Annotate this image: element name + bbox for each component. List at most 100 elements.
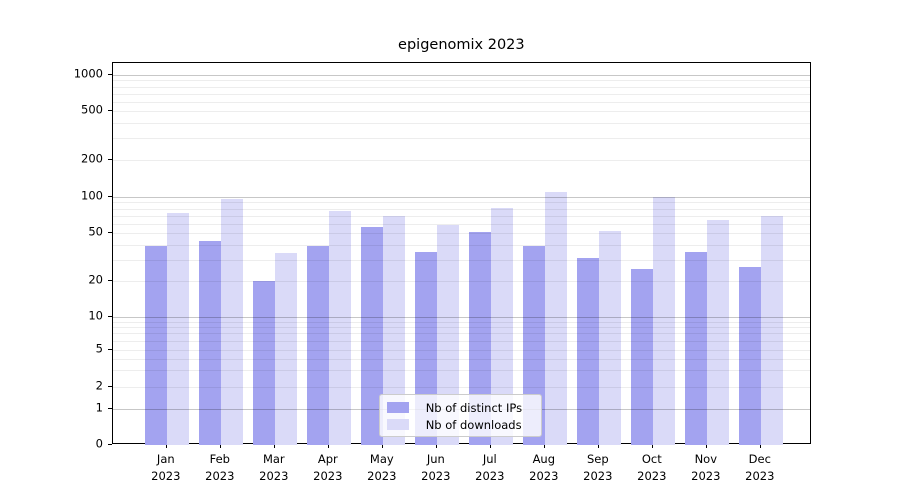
minor-gridline-600 [113,101,810,103]
minor-gridline-4 [113,358,810,360]
bar-distinct-ips-may [360,227,383,446]
minor-gridline-60 [113,223,810,225]
bar-distinct-ips-dec [738,267,761,446]
major-gridline-100 [113,196,810,198]
month-line: Dec [748,452,771,467]
year-line: 2023 [745,468,775,483]
legend-entry-1: Nb of downloads [386,416,533,433]
bar-downloads-oct [652,196,675,446]
y-tick-label-200: 200 [81,151,103,166]
bar-downloads-jan [166,212,189,446]
y-tick-label-2: 2 [95,378,103,393]
y-tick-0 [108,444,112,446]
month-line: Aug [532,452,556,467]
y-tick-2 [108,386,112,387]
y-tick-50 [108,232,112,234]
month-line: Sep [586,452,609,467]
bar-distinct-ips-mar [252,281,275,446]
y-tick-5 [108,348,112,350]
bar-downloads-aug [544,191,567,446]
bar-downloads-feb [220,198,243,446]
minor-gridline-400 [113,122,810,124]
year-line: 2023 [475,468,505,483]
month-line: May [369,452,394,467]
x-tick-label-nov: Nov 2023 [691,451,720,484]
minor-gridline-300 [113,138,810,140]
month-line: Jan [156,452,175,467]
x-tick-dec [759,444,761,449]
bar-downloads-jul [490,207,513,446]
x-tick-jul [489,444,491,449]
year-line: 2023 [421,468,451,483]
legend-label-1: Nb of downloads [425,417,522,432]
year-line: 2023 [529,468,559,483]
minor-gridline-40 [113,245,810,247]
minor-gridline-200 [113,160,810,161]
bar-downloads-jun [436,224,459,446]
minor-gridline-7 [113,333,810,335]
x-tick-label-sep: Sep 2023 [583,451,612,484]
year-line: 2023 [691,468,721,483]
y-tick-1000 [108,74,112,75]
minor-gridline-700 [113,93,810,95]
x-tick-label-mar: Mar 2023 [259,451,288,484]
x-tick-label-apr: Apr 2023 [313,451,342,484]
y-tick-500 [108,110,112,111]
legend-label-0: Nb of distinct IPs [425,400,523,415]
year-line: 2023 [313,468,343,483]
bar-distinct-ips-apr [306,246,329,446]
x-tick-label-jan: Jan 2023 [151,451,180,484]
x-tick-oct [651,444,653,449]
bar-downloads-nov [706,220,729,446]
x-tick-label-jun: Jun 2023 [421,451,450,484]
minor-gridline-80 [113,208,810,210]
year-line: 2023 [637,468,667,483]
minor-gridline-900 [113,80,810,82]
x-tick-nov [705,444,707,449]
bar-downloads-dec [760,215,783,446]
legend-swatch-0 [386,402,409,414]
bar-distinct-ips-nov [684,251,707,446]
month-line: Mar [262,452,285,467]
x-tick-apr [327,444,329,449]
minor-gridline-500 [113,111,810,112]
major-gridline-1000 [113,75,810,76]
y-tick-label-50: 50 [88,224,103,239]
bar-distinct-ips-feb [198,241,221,446]
legend-entry-0: Nb of distinct IPs [386,399,533,416]
y-tick-label-0: 0 [95,436,103,451]
major-gridline-10 [113,316,810,318]
y-tick-200 [108,159,112,160]
y-tick-label-10: 10 [88,308,103,322]
y-tick-10 [108,315,112,317]
minor-gridline-5 [113,349,810,351]
x-tick-aug [543,444,545,449]
month-line: Feb [209,452,230,467]
y-tick-label-1: 1 [95,400,103,415]
y-tick-label-5: 5 [95,341,103,355]
legend-swatch-1 [386,419,409,431]
month-line: Nov [694,452,718,467]
year-line: 2023 [259,468,289,483]
legend: Nb of distinct IPs Nb of downloads [378,394,542,438]
minor-gridline-90 [113,202,810,204]
bar-downloads-may [382,215,405,446]
month-line: Jun [426,452,445,467]
bar-downloads-apr [328,210,351,446]
x-tick-sep [597,444,599,449]
x-tick-feb [219,444,221,449]
y-tick-20 [108,280,112,282]
plot-area: Nb of distinct IPs Nb of downloads [112,61,811,446]
bar-downloads-sep [598,231,621,446]
x-tick-mar [273,444,275,449]
y-tick-1 [108,408,112,409]
month-line: Jul [482,452,497,467]
x-tick-label-jul: Jul 2023 [475,451,504,484]
minor-gridline-2 [113,387,810,388]
x-tick-label-feb: Feb 2023 [205,451,234,484]
minor-gridline-8 [113,327,810,329]
bar-distinct-ips-jul [468,232,491,446]
month-line: Oct [641,452,662,467]
bar-downloads-mar [274,253,297,446]
